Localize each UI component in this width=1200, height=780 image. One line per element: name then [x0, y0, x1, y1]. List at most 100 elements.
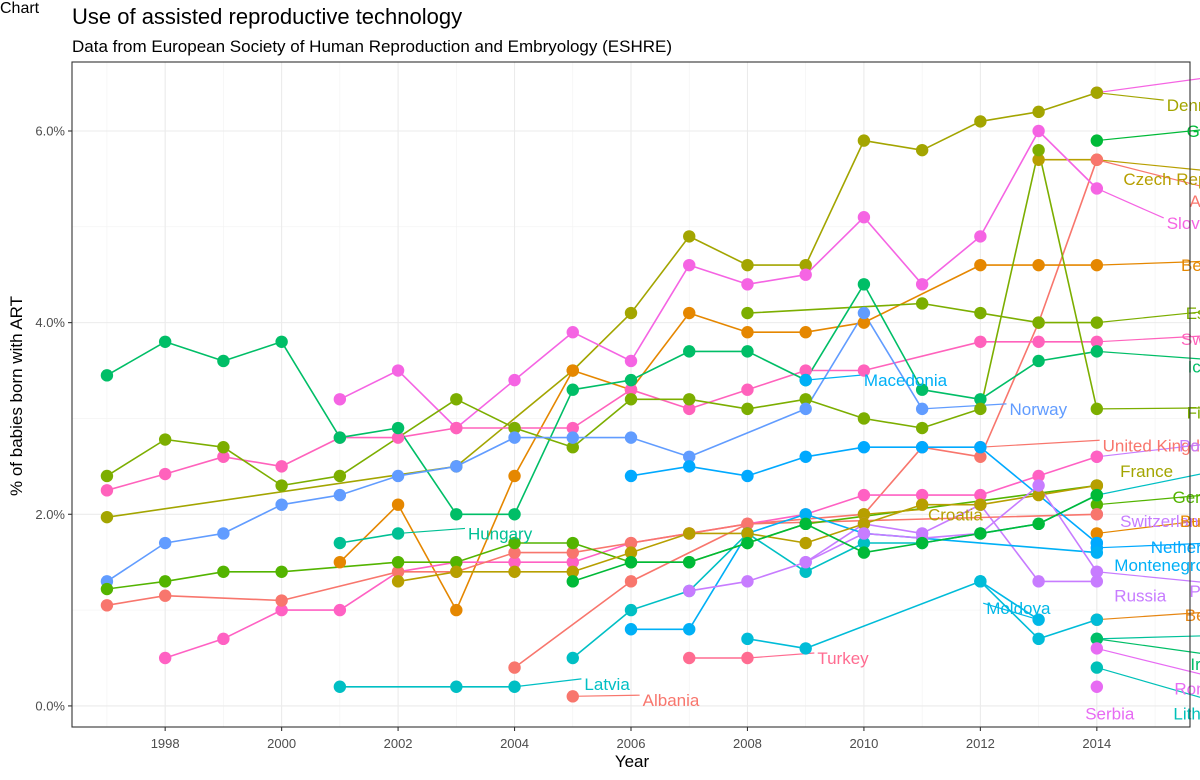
data-point-belgium [683, 306, 696, 320]
series-line-other-blue [630, 446, 1098, 544]
series-label-lithuania: Lithuania [1173, 705, 1200, 724]
data-point-norway [217, 527, 230, 540]
data-point-sweden [624, 383, 638, 396]
label-leader-ireland [1096, 638, 1200, 654]
data-point-other-olive [450, 565, 463, 578]
data-point-norway [915, 402, 929, 416]
data-point-other-blue [1090, 536, 1104, 550]
y-tick-label: 2.0% [35, 507, 65, 522]
series-line-slovenia [339, 130, 1098, 429]
data-point-estonia [741, 306, 754, 320]
data-point-slovenia [508, 373, 521, 387]
data-point-germany [1090, 498, 1104, 511]
label-leader-belgium [1096, 260, 1200, 266]
data-point-iceland [508, 508, 521, 521]
data-point-other-green2 [1032, 517, 1045, 531]
series-label-united-kingdom: United Kingdom [1103, 436, 1200, 455]
series-label-latvia: Latvia [584, 675, 630, 694]
data-point-finland [741, 402, 754, 416]
data-point-denmark [683, 230, 696, 243]
label-leader-hungary [398, 527, 466, 535]
label-leader-spain [1096, 78, 1200, 94]
data-point-other-cyan [1090, 546, 1104, 559]
data-point-estonia [974, 306, 987, 320]
series-label-estonia: Estonia [1186, 304, 1200, 323]
series-label-poland: Poland [1189, 582, 1200, 601]
series-label-iceland: Iceland [1188, 358, 1200, 377]
data-point-finland [974, 402, 987, 416]
x-tick-label: 2012 [966, 736, 995, 751]
data-point-slovenia [1090, 182, 1104, 195]
series-label-romania: Romania [1174, 680, 1200, 699]
data-point-sweden [566, 421, 579, 435]
data-point-norway [683, 450, 696, 463]
data-point-slovenia [915, 278, 929, 291]
data-point-russia [1032, 575, 1045, 588]
data-point-sweden [275, 460, 288, 473]
data-point-other-cyan2 [799, 642, 812, 655]
data-point-other-pink [158, 651, 172, 665]
data-point-slovenia [741, 278, 754, 291]
data-point-other-pink [915, 488, 929, 502]
series-line-moldova [979, 580, 1040, 621]
data-point-other-blue [974, 441, 987, 454]
data-point-belgium [974, 258, 987, 272]
data-point-other-green [275, 565, 288, 578]
y-axis-title: % of babies born with ART [7, 296, 26, 496]
data-point-slovenia [566, 326, 579, 339]
data-point-denmark [974, 115, 987, 128]
data-point-other-salmon [1090, 508, 1104, 521]
data-point-other-salmon [624, 536, 638, 550]
data-point-denmark [741, 258, 754, 272]
data-point-finland [566, 441, 579, 454]
data-point-czech-republic [1032, 153, 1045, 166]
series-label-montenegro: Montenegro [1114, 556, 1200, 575]
label-leader-slovenia [1096, 187, 1164, 219]
data-point-sweden [857, 364, 871, 377]
data-point-iceland [1090, 345, 1104, 358]
label-leader-estonia [1096, 311, 1200, 324]
data-point-other-olive [974, 498, 987, 511]
data-point-other-blue [624, 469, 638, 483]
label-leader-denmark [1096, 92, 1164, 101]
data-point-other-purple [1032, 479, 1045, 492]
series-line-other-green2 [572, 494, 1098, 583]
data-point-norway [450, 460, 463, 473]
data-point-finland [100, 469, 114, 483]
data-point-other-teal [857, 536, 871, 550]
data-point-other-purple [683, 584, 696, 598]
data-point-slovenia [333, 393, 347, 406]
data-point-iceland [333, 431, 347, 444]
data-point-norway [566, 431, 579, 444]
label-leader-bulgaria [1096, 520, 1200, 535]
data-point-hungary [391, 527, 405, 540]
data-point-other-salmon [100, 599, 114, 612]
label-leader-albania [572, 694, 640, 697]
series-label-croatia: Croatia [928, 505, 983, 524]
data-point-romania [1090, 642, 1104, 655]
data-point-estonia [1090, 316, 1104, 329]
data-point-iceland [217, 354, 230, 368]
data-point-other-green [217, 565, 230, 578]
label-leader-croatia [863, 508, 926, 515]
data-point-turkey [741, 651, 754, 665]
data-point-belgium [566, 364, 579, 377]
data-point-other-pink [1090, 450, 1104, 463]
data-point-lithuania [1090, 661, 1104, 674]
y-axis-ticks: 0.0% 2.0% 4.0% 6.0% [35, 123, 72, 713]
data-point-other-blue [741, 469, 754, 483]
data-point-belgium [391, 498, 405, 511]
data-point-other-cyan [624, 623, 638, 636]
data-point-other-teal [799, 565, 812, 578]
data-point-other-green [450, 555, 463, 569]
data-point-other-pink [508, 555, 521, 569]
label-leader-latvia [514, 678, 582, 688]
data-point-latvia [450, 680, 463, 693]
data-point-sweden [683, 402, 696, 416]
data-point-slovenia [391, 364, 405, 377]
data-point-other-pink [857, 488, 871, 502]
series-label-serbia: Serbia [1085, 705, 1135, 724]
label-leader-portugal [1096, 444, 1200, 458]
data-point-iceland [450, 508, 463, 521]
data-point-finland [508, 421, 521, 435]
